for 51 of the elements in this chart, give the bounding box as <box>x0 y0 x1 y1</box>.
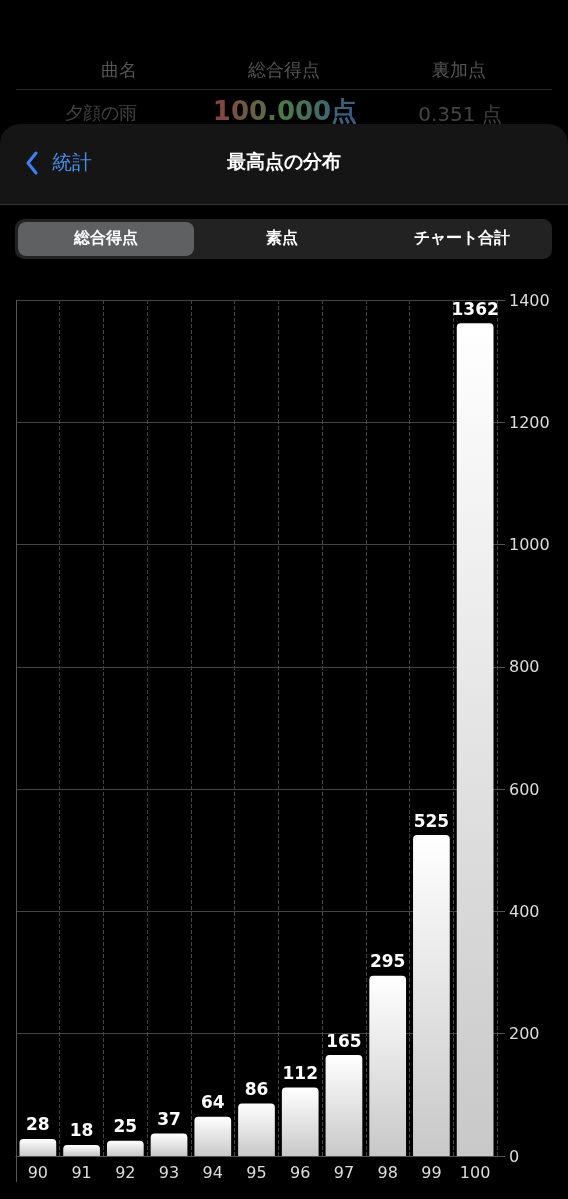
text: チャート合計 <box>414 228 510 249</box>
text: 0.351 点 <box>418 101 502 128</box>
bar <box>413 835 450 1156</box>
data-label: 86 <box>244 1078 269 1099</box>
x-tick-label: 98 <box>377 1162 398 1182</box>
data-label: 295 <box>369 951 406 972</box>
text: 総合得点 <box>74 228 138 249</box>
y-tick-label: 1000 <box>509 535 550 555</box>
x-tick-label: 94 <box>202 1162 223 1182</box>
data-label: 25 <box>113 1116 138 1137</box>
text: 素点 <box>266 228 298 249</box>
x-tick-label: 92 <box>115 1162 136 1182</box>
text: 裏加点 <box>432 58 486 82</box>
bar <box>150 1133 188 1156</box>
x-tick-label: 100 <box>459 1162 491 1182</box>
y-tick-label: 400 <box>509 901 540 921</box>
data-label: 18 <box>69 1120 94 1141</box>
x-tick-label: 96 <box>290 1162 311 1182</box>
text: 総合得点 <box>248 58 320 82</box>
bar <box>456 323 494 1156</box>
y-tick-label: 200 <box>509 1024 540 1044</box>
y-tick-label: 800 <box>509 657 540 677</box>
text: 曲名 <box>101 58 137 82</box>
y-tick-label: 1400 <box>509 290 550 310</box>
data-label: 28 <box>26 1114 50 1135</box>
data-label: 1362 <box>451 298 499 319</box>
x-tick-label: 90 <box>27 1162 49 1182</box>
bar <box>106 1140 144 1156</box>
y-tick-label: 1200 <box>509 412 550 432</box>
text: 夕顔の雨 <box>65 101 137 125</box>
data-label: 525 <box>413 810 450 831</box>
y-tick-label: 600 <box>509 779 540 799</box>
data-label: 165 <box>326 1030 362 1051</box>
bar <box>63 1144 100 1156</box>
data-label: 112 <box>282 1063 318 1084</box>
chart-title: 最高点の分布 <box>227 149 341 174</box>
y-tick-label: 0 <box>509 1146 520 1166</box>
bar <box>369 975 407 1156</box>
data-label: 64 <box>200 1092 225 1113</box>
x-tick-label: 99 <box>421 1162 442 1182</box>
bar <box>238 1103 275 1156</box>
bar <box>325 1055 363 1156</box>
text: 統計 <box>52 149 92 176</box>
x-tick-label: 91 <box>71 1162 92 1182</box>
data-label: 37 <box>157 1108 181 1129</box>
bar <box>19 1138 57 1156</box>
bar <box>281 1087 319 1156</box>
x-tick-label: 95 <box>246 1162 267 1182</box>
bar <box>194 1116 232 1156</box>
x-tick-label: 97 <box>333 1162 355 1182</box>
x-tick-label: 93 <box>158 1162 180 1182</box>
